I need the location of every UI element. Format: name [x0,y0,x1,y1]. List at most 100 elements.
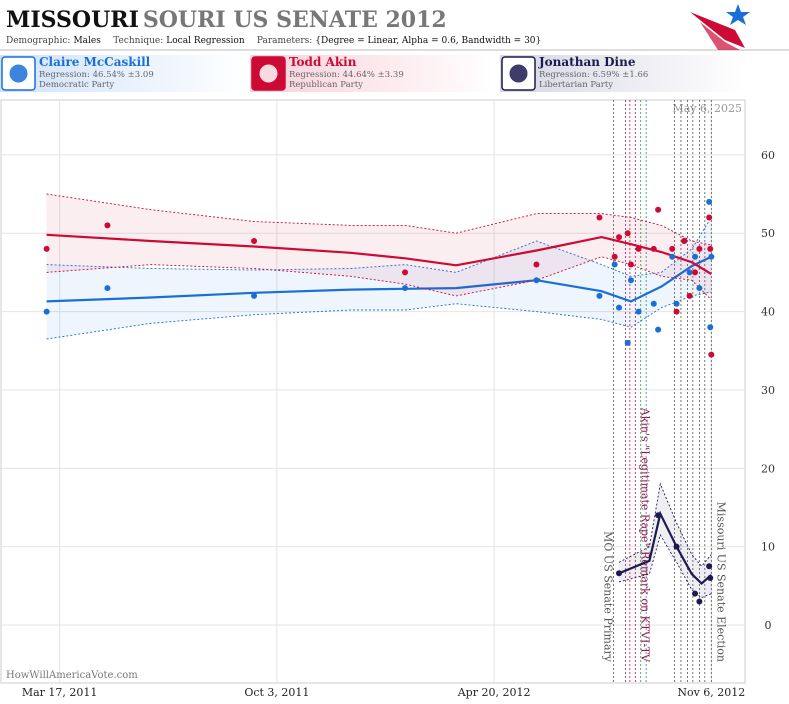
legend-party: Libertarian Party [539,80,613,90]
y-tick-label: 0 [765,619,772,632]
poll-point [696,245,703,252]
poll-point [692,253,699,260]
x-tick-label: Nov 6, 2012 [677,686,745,699]
legend-name: Claire McCaskill [39,55,151,69]
event-label: Missouri US Senate Election [714,502,727,662]
poll-point [624,230,631,237]
subtitle-key: Demographic: [6,36,70,46]
poll-point [686,269,693,276]
legend-icon-glyph [509,64,528,83]
confidence-bound [46,193,712,246]
plot-area [0,99,746,684]
title-rest: SOURI US SENATE 2012 [143,7,447,33]
subtitle: Demographic: Males Technique: Local Regress… [6,36,541,46]
poll-point [43,308,50,315]
poll-point [655,326,662,333]
poll-point [596,292,603,299]
poll-point [692,590,699,597]
legend-icon-glyph [259,64,278,83]
legend-party: Republican Party [289,80,363,90]
poll-point [104,222,111,229]
legend-party: Democratic Party [39,80,114,90]
poll-point [104,285,111,292]
legend-box [500,55,745,92]
poll-point [669,245,676,252]
poll-point [616,570,623,577]
poll-point [650,300,657,307]
poll-point [673,300,680,307]
poll-point [707,324,714,331]
poll-point [707,245,714,252]
poll-point [692,269,699,276]
legend-name: Todd Akin [289,55,357,69]
poll-point [696,598,703,605]
x-tick-label: Oct 3, 2011 [244,686,309,699]
poll-point [616,234,623,241]
poll-point [708,253,715,260]
poll-point [627,277,634,284]
subtitle-value: {Degree = Linear, Alpha = 0.6, Bandwidth… [315,36,541,46]
y-tick-label: 10 [761,541,775,554]
poll-point [596,214,603,221]
subtitle-key: Parameters: [257,36,312,46]
poll-point [616,304,623,311]
date-stamp: May 6, 2025 [672,102,742,115]
poll-point [635,245,642,252]
y-tick-label: 40 [761,306,775,319]
poll-point [696,285,703,292]
legend-name: Jonathan Dine [538,55,636,69]
poll-point [611,253,618,260]
poll-point [706,214,713,221]
poll-point [43,245,50,252]
subtitle-value: Males [73,36,101,46]
poll-point [533,277,540,284]
title-main: MISSOURI [6,7,139,33]
logo [690,4,750,50]
subtitle-key: Technique: [113,36,163,46]
subtitle-value: Local Regression [166,36,245,46]
confidence-bound [46,217,712,277]
poll-point [402,269,409,276]
legend-box [250,55,495,92]
poll-point [686,292,693,299]
confidence-band [46,194,712,300]
legend-regression: Regression: 44.64% ±3.39 [289,70,404,80]
confidence-bound [46,256,712,301]
plot: 0 10 20 30 40 50 60 Mar 17, 2011 Oct 3, 2011 Apr … [1,100,775,699]
poll-point [706,198,713,205]
confidence-bound [46,291,712,340]
poll-point [533,261,540,268]
poll-point [708,351,715,358]
legend-regression: Regression: 46.54% ±3.09 [39,70,154,80]
legend-icon-glyph [9,64,28,83]
legend-regression: Regression: 6.59% ±1.66 [539,70,648,80]
poll-point [655,512,662,519]
poll-point [669,253,676,260]
y-tick-label: 20 [761,462,775,475]
confidence-bound [618,482,712,567]
poll-point [655,206,662,213]
watermark: HowWillAmericaVote.com [6,670,138,681]
poll-point [251,238,258,245]
trend-line [46,255,712,303]
event-label: MO US Senate Primary [602,531,615,663]
poll-point [681,238,688,245]
poll-point [650,245,657,252]
x-tick-label: Apr 20, 2012 [457,686,531,699]
poll-point [402,285,409,292]
legend-box [0,55,245,92]
poll-point [611,261,618,268]
x-tick-label: Mar 17, 2011 [22,686,98,699]
poll-point [635,308,642,315]
trend-line [46,233,712,275]
y-tick-label: 30 [761,384,775,397]
y-tick-label: 50 [761,227,775,240]
poll-point [673,543,680,550]
event-label: Akin's "Legitimate Rape" Remark on KTVI-… [638,407,651,663]
poll-point [673,308,680,315]
poll-point [706,563,713,570]
poll-point [251,292,258,299]
